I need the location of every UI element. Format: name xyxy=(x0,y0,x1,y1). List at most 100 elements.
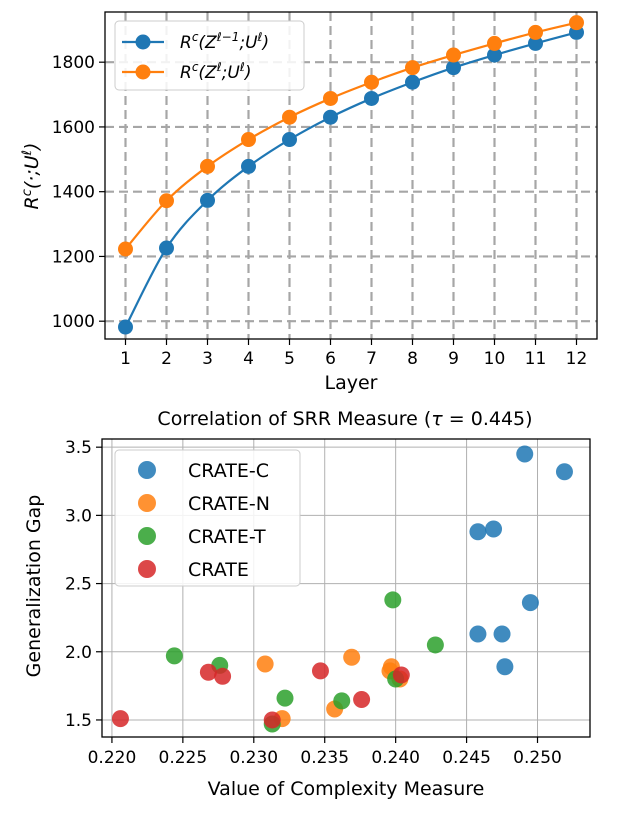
legend-label-series-2: Rc(Zℓ;Uℓ) xyxy=(180,60,251,83)
scatter-point-crate xyxy=(311,662,329,680)
bottom-gridlines xyxy=(102,439,590,737)
scatter-point-crate-c xyxy=(469,523,487,541)
legend-marker-crate-c xyxy=(138,461,156,479)
top-series-2-point xyxy=(200,158,215,174)
top-series-1-point xyxy=(528,35,543,51)
bottom-x-tick-label: 0.235 xyxy=(300,748,349,768)
scatter-point-crate-c xyxy=(493,625,511,643)
scatter-point-crate xyxy=(199,663,217,681)
top-x-tick-label: 4 xyxy=(243,349,254,369)
scatter-point-crate xyxy=(353,690,371,708)
scatter-point-crate-n xyxy=(343,648,361,666)
top-series-2-point xyxy=(528,24,543,40)
top-y-tick-label: 1800 xyxy=(52,53,95,73)
legend-marker-crate xyxy=(138,560,156,578)
scatter-point-crate-c xyxy=(521,594,539,612)
top-series-group xyxy=(118,15,584,335)
scatter-point-crate xyxy=(111,710,129,728)
top-series-1-point xyxy=(159,240,174,256)
top-x-tick-label: 9 xyxy=(448,349,459,369)
bottom-y-tick-label: 3.5 xyxy=(65,438,92,458)
legend-label-crate-n: CRATE-N xyxy=(188,493,270,515)
top-x-tick-label: 6 xyxy=(325,349,336,369)
top-series-1-point xyxy=(364,90,379,106)
top-series-1-point xyxy=(282,132,297,148)
bottom-x-tick-label: 0.245 xyxy=(442,748,491,768)
top-y-tick-label: 1200 xyxy=(52,247,95,267)
top-y-tick-label: 1600 xyxy=(52,118,95,138)
bottom-y-axis-label: Generalization Gap xyxy=(23,495,45,678)
legend-marker-crate-n xyxy=(138,494,156,512)
top-series-2-point xyxy=(364,74,379,90)
scatter-point-crate-t xyxy=(384,591,402,609)
bottom-x-tick-label: 0.250 xyxy=(513,748,562,768)
bottom-x-tick-label: 0.230 xyxy=(229,748,278,768)
top-y-ticks: 1000 1200 1400 1600 1800 xyxy=(52,53,105,332)
bottom-x-tick-label: 0.225 xyxy=(159,748,208,768)
bottom-axes-frame xyxy=(101,438,591,738)
bottom-y-tick-label: 1.5 xyxy=(65,711,92,731)
top-axes-frame xyxy=(104,11,598,340)
bottom-x-tick-label: 0.220 xyxy=(88,748,137,768)
scatter-point-crate-c xyxy=(469,625,487,643)
scatter-point-crate-t xyxy=(333,692,351,710)
bottom-y-tick-label: 2.5 xyxy=(65,575,92,595)
scatter-point-crate-c xyxy=(555,463,573,481)
bottom-x-axis-label: Value of Complexity Measure xyxy=(208,778,485,800)
legend-marker-crate-t xyxy=(138,527,156,545)
top-gridlines xyxy=(105,12,597,339)
bottom-y-tick-label: 2.0 xyxy=(65,643,92,663)
scatter-point-crate-n xyxy=(256,655,274,673)
bottom-x-ticks: 0.220 0.225 0.230 0.235 0.240 0.245 0.250 xyxy=(88,737,562,768)
legend-label-crate: CRATE xyxy=(188,559,249,581)
bottom-x-tick-label: 0.240 xyxy=(371,748,420,768)
top-series-1-point xyxy=(487,47,502,63)
top-x-tick-label: 10 xyxy=(484,349,506,369)
top-series-2-point xyxy=(282,109,297,125)
scatter-point-crate-t xyxy=(426,636,444,654)
top-series-1-point xyxy=(405,74,420,90)
top-series-2-point xyxy=(241,132,256,148)
top-x-ticks: 1 2 3 4 5 6 7 8 9 10 11 12 xyxy=(120,339,587,369)
bottom-chart-title: Correlation of SRR Measure (τ = 0.445) xyxy=(157,408,532,430)
scatter-point-crate-c xyxy=(516,445,534,463)
top-x-tick-label: 8 xyxy=(407,349,418,369)
top-y-tick-label: 1000 xyxy=(52,312,95,332)
scatter-point-crate-c xyxy=(485,520,503,538)
scatter-point-crate-c xyxy=(496,658,514,676)
legend-marker-orange xyxy=(135,64,151,80)
top-x-tick-label: 12 xyxy=(566,349,588,369)
legend-label-crate-c: CRATE-C xyxy=(188,460,269,482)
top-series-1-point xyxy=(241,158,256,174)
top-series-2-point xyxy=(405,60,420,76)
top-series-2-point xyxy=(446,47,461,63)
legend-label-crate-t: CRATE-T xyxy=(188,526,266,548)
legend-marker-blue xyxy=(135,34,151,50)
top-x-axis-label: Layer xyxy=(325,372,378,394)
top-x-tick-label: 5 xyxy=(284,349,295,369)
top-series-2-point xyxy=(569,15,584,31)
top-series-2-point xyxy=(487,35,502,51)
scatter-point-crate-t xyxy=(165,647,183,665)
top-y-tick-label: 1400 xyxy=(52,183,95,203)
top-x-tick-label: 3 xyxy=(202,349,213,369)
top-series-1-point xyxy=(323,109,338,125)
bottom-legend: CRATE-C CRATE-N CRATE-T CRATE xyxy=(114,449,301,587)
scatter-point-crate-t xyxy=(276,689,294,707)
scatter-point-crate xyxy=(214,667,232,685)
top-series-2-point xyxy=(159,193,174,209)
top-legend: Rc(Zℓ−1;Uℓ) Rc(Zℓ;Uℓ) xyxy=(114,20,305,91)
top-y-axis-label: Rc(·;Uℓ) xyxy=(20,143,43,210)
top-series-2-point xyxy=(323,90,338,106)
scatter-point-crate xyxy=(392,666,410,684)
top-x-tick-label: 7 xyxy=(366,349,377,369)
top-series-1-point xyxy=(118,319,133,335)
top-x-tick-label: 11 xyxy=(525,349,547,369)
bottom-y-ticks: 1.5 2.0 2.5 3.0 3.5 xyxy=(65,438,102,731)
top-series-2-point xyxy=(118,241,133,257)
top-x-tick-label: 2 xyxy=(161,349,172,369)
scatter-point-crate xyxy=(263,711,281,729)
top-x-tick-label: 1 xyxy=(120,349,131,369)
